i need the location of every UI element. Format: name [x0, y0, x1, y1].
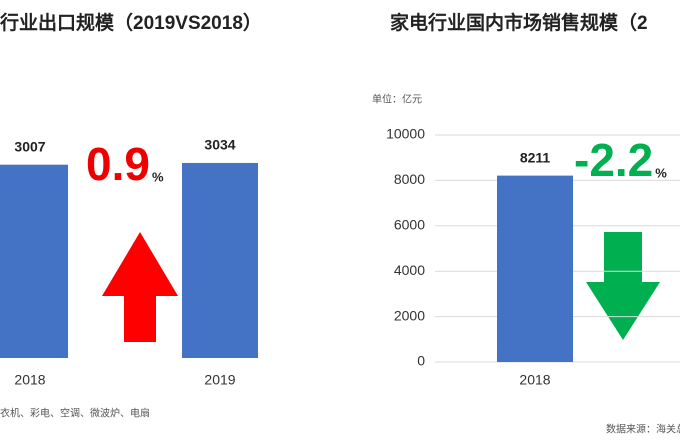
up-arrow	[102, 232, 178, 342]
y-tick-label: 4000	[394, 262, 425, 278]
x-tick-label: 2018	[519, 372, 550, 388]
change-unit: %	[152, 169, 164, 184]
bar	[497, 175, 573, 362]
bar	[0, 164, 68, 358]
chart-title: 行业出口规模（2019VS2018）	[0, 11, 262, 34]
unit-label: 单位：亿元	[372, 93, 422, 106]
value-label: 3007	[14, 138, 45, 154]
y-tick-label: 10000	[386, 126, 425, 142]
change-value: 0.9	[86, 138, 150, 190]
y-tick-label: 0	[417, 353, 425, 369]
x-tick-label: 2019	[204, 372, 235, 388]
down-arrow	[586, 232, 660, 340]
change-value: -2.2	[574, 134, 653, 186]
source: 数据来源：海关总	[606, 423, 680, 436]
y-tick-label: 6000	[394, 217, 425, 233]
y-tick-label: 8000	[394, 171, 425, 187]
y-tick-label: 2000	[394, 307, 425, 323]
note: 衣机、彩电、空调、微波炉、电扇	[0, 407, 150, 420]
value-label: 8211	[520, 149, 551, 165]
value-label: 3034	[204, 137, 235, 153]
bar	[182, 162, 258, 358]
chart-title: 家电行业国内市场销售规模（2	[390, 11, 648, 34]
change-unit: %	[655, 165, 667, 180]
x-tick-label: 2018	[14, 372, 45, 388]
